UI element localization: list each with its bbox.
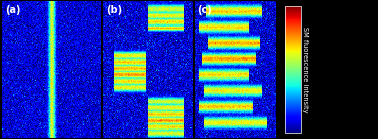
Y-axis label: SM fluorescence intensity: SM fluorescence intensity [302, 27, 308, 112]
Text: (b): (b) [106, 5, 122, 15]
Text: (a): (a) [5, 5, 20, 15]
Text: (c): (c) [197, 5, 212, 15]
